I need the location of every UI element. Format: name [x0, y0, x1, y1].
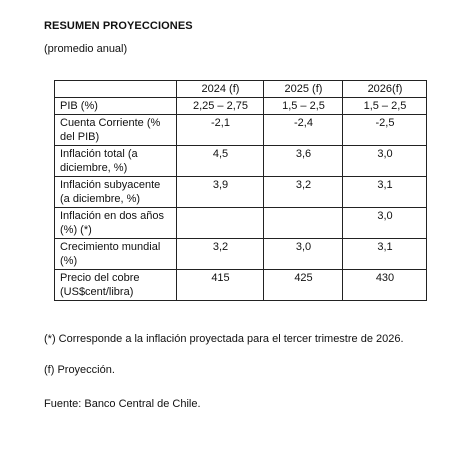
table-cell: -2,5: [342, 114, 427, 146]
row-label: Crecimiento mundial (%): [54, 238, 177, 270]
table-cell: 425: [263, 269, 343, 301]
table-cell: 3,9: [176, 176, 264, 208]
table-row: Inflación total (a diciembre, %) 4,5 3,6…: [54, 145, 427, 177]
row-label: Inflación en dos años (%) (*): [54, 207, 177, 239]
table-cell: 4,5: [176, 145, 264, 177]
table-row: Cuenta Corriente (% del PIB) -2,1 -2,4 -…: [54, 114, 427, 146]
row-label: Inflación total (a diciembre, %): [54, 145, 177, 177]
table-cell: [263, 207, 343, 239]
table-cell: 3,0: [263, 238, 343, 270]
table-row: Crecimiento mundial (%) 3,2 3,0 3,1: [54, 238, 427, 270]
forecast-footnote: (f) Proyección.: [44, 364, 115, 376]
table-header-cell: [54, 80, 177, 98]
table-cell: [176, 207, 264, 239]
table-cell: 3,1: [342, 238, 427, 270]
table-cell: -2,4: [263, 114, 343, 146]
row-label: Inflación subyacente (a diciembre, %): [54, 176, 177, 208]
table-cell: 3,0: [342, 145, 427, 177]
table-cell: 415: [176, 269, 264, 301]
row-label: Cuenta Corriente (% del PIB): [54, 114, 177, 146]
table-cell: 3,2: [263, 176, 343, 208]
table-row: Inflación subyacente (a diciembre, %) 3,…: [54, 176, 427, 208]
table-cell: 3,1: [342, 176, 427, 208]
table-cell: 3,2: [176, 238, 264, 270]
projections-table: 2024 (f) 2025 (f) 2026(f) PIB (%) 2,25 –…: [54, 80, 427, 301]
table-cell: 2,25 – 2,75: [176, 97, 264, 115]
table-row: PIB (%) 2,25 – 2,75 1,5 – 2,5 1,5 – 2,5: [54, 97, 427, 115]
asterisk-footnote: (*) Corresponde a la inflación proyectad…: [44, 333, 404, 345]
table-row: Precio del cobre (US$cent/libra) 415 425…: [54, 269, 427, 301]
table-header-cell: 2026(f): [342, 80, 427, 98]
row-label: Precio del cobre (US$cent/libra): [54, 269, 177, 301]
table-cell: 430: [342, 269, 427, 301]
table-cell: -2,1: [176, 114, 264, 146]
table-cell: 3,0: [342, 207, 427, 239]
table-header-cell: 2024 (f): [176, 80, 264, 98]
table-cell: 1,5 – 2,5: [263, 97, 343, 115]
table-cell: 3,6: [263, 145, 343, 177]
table-cell: 1,5 – 2,5: [342, 97, 427, 115]
row-label: PIB (%): [54, 97, 177, 115]
table-header-cell: 2025 (f): [263, 80, 343, 98]
table-header-row: 2024 (f) 2025 (f) 2026(f): [54, 80, 427, 98]
source-note: Fuente: Banco Central de Chile.: [44, 398, 201, 410]
table-row: Inflación en dos años (%) (*) 3,0: [54, 207, 427, 239]
document-subtitle: (promedio anual): [44, 43, 128, 55]
document-title: RESUMEN PROYECCIONES: [44, 20, 193, 32]
